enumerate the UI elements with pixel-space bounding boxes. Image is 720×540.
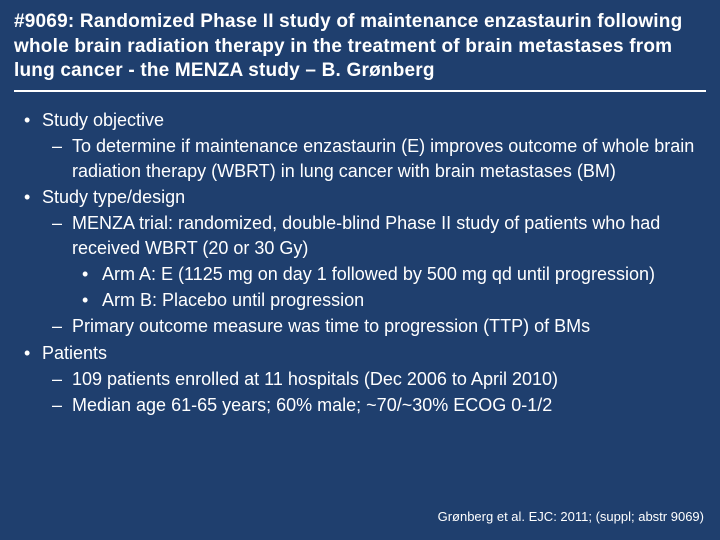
bullet-arm-a: Arm A: E (1125 mg on day 1 followed by 5… — [14, 262, 706, 286]
slide-body: Study objective To determine if maintena… — [14, 108, 706, 418]
bullet-arm-b: Arm B: Placebo until progression — [14, 288, 706, 312]
slide-title: #9069: Randomized Phase II study of main… — [14, 10, 706, 84]
citation: Grønberg et al. EJC: 2011; (suppl; abstr… — [438, 509, 704, 524]
bullet-menza-trial: MENZA trial: randomized, double-blind Ph… — [14, 211, 706, 260]
slide: #9069: Randomized Phase II study of main… — [0, 0, 720, 540]
bullet-primary-outcome: Primary outcome measure was time to prog… — [14, 314, 706, 338]
bullet-study-type: Study type/design — [14, 185, 706, 209]
bullet-study-objective: Study objective — [14, 108, 706, 132]
bullet-patients-enrolled: 109 patients enrolled at 11 hospitals (D… — [14, 367, 706, 391]
bullet-patients: Patients — [14, 341, 706, 365]
title-divider — [14, 90, 706, 92]
bullet-study-objective-detail: To determine if maintenance enzastaurin … — [14, 134, 706, 183]
bullet-patients-demographics: Median age 61-65 years; 60% male; ~70/~3… — [14, 393, 706, 417]
